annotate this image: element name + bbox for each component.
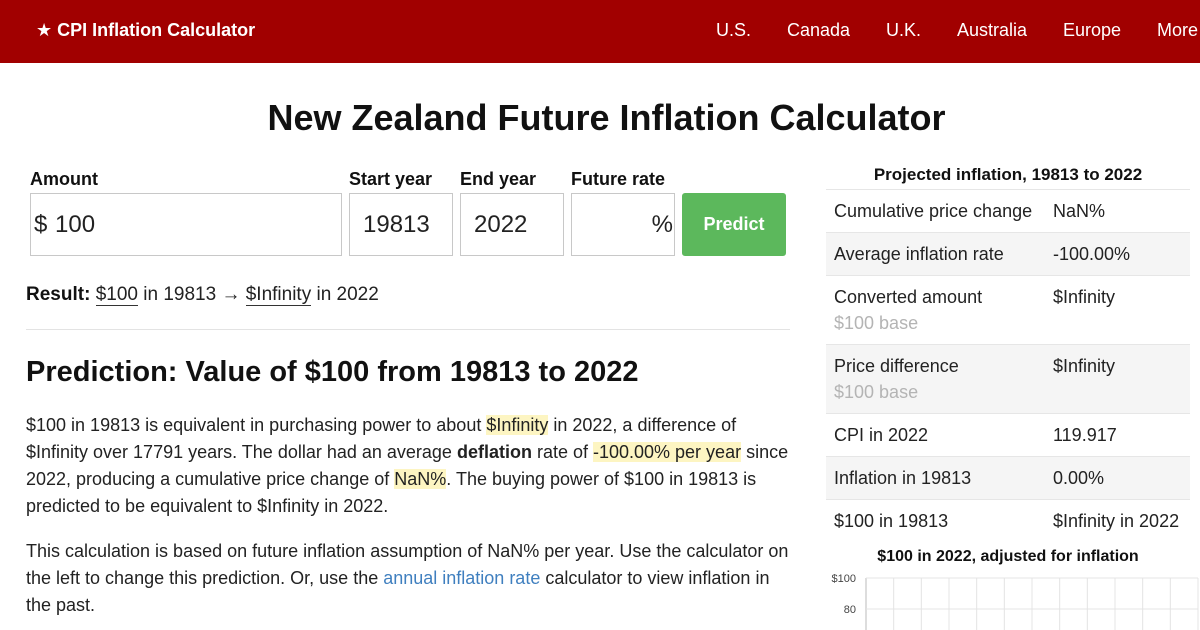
row-label-cell: Converted amount $100 base	[826, 275, 1045, 345]
result-start-year: in 19813	[143, 284, 217, 305]
result-converted-amount[interactable]: $Infinity	[245, 284, 312, 306]
p1-text-a: $100 in 19813 is equivalent in purchasin…	[26, 415, 487, 435]
p1-text-b: in 2022, a difference of $Infinity over …	[26, 415, 737, 462]
table-row: $100 in 19813 $Infinity in 2022	[826, 499, 1190, 542]
p2-text-a: This calculation is based on future infl…	[26, 541, 789, 588]
nav-australia[interactable]: Australia	[957, 20, 1028, 40]
row-label: Cumulative price change	[826, 189, 1045, 233]
top-navbar: ★ CPI Inflation Calculator U.S. Canada U…	[0, 0, 1200, 63]
result-line: Result: $100 in 19813 → $Infinity in 202…	[26, 284, 379, 306]
row-label: Price difference	[834, 356, 959, 376]
annual-inflation-rate-link[interactable]: annual inflation rate	[383, 568, 541, 588]
future-rate-label: Future rate	[571, 169, 666, 189]
table-row: Converted amount $100 base $Infinity	[826, 275, 1190, 345]
table-row: Price difference $100 base $Infinity	[826, 344, 1190, 414]
table-row: CPI in 2022 119.917	[826, 413, 1190, 457]
row-value: $Infinity	[1045, 275, 1190, 345]
row-sublabel: $100 base	[834, 382, 919, 402]
p1-highlight-converted: $Infinity	[486, 415, 549, 435]
row-label: Converted amount	[834, 287, 983, 307]
chart-y-ticks: $100 80	[832, 573, 856, 616]
inflation-chart: $100 80	[832, 573, 1199, 630]
p1-highlight-rate: -100.00% per year	[592, 442, 742, 462]
amount-label: Amount	[30, 169, 98, 189]
currency-symbol: $	[34, 211, 48, 238]
start-year-input[interactable]: 19813	[349, 193, 453, 256]
p1-text-e: . The buying power of $100 in 19813 is p…	[26, 469, 757, 516]
nav-more[interactable]: More	[1157, 20, 1199, 40]
chart-y-tick-label: 80	[844, 604, 856, 616]
chart-title: $100 in 2022, adjusted for inflation	[877, 548, 1139, 565]
row-label: Average inflation rate	[826, 232, 1045, 276]
row-label: $100 in 19813	[826, 499, 1045, 542]
p2-text-b: calculator to view inflation in the past…	[26, 568, 770, 615]
nav-uk[interactable]: U.K.	[886, 20, 922, 40]
prediction-paragraph: $100 in 19813 is equivalent in purchasin…	[26, 412, 798, 520]
result-end-year: in 2022	[316, 284, 379, 305]
row-sublabel: $100 base	[834, 313, 919, 333]
end-year-value: 2022	[474, 211, 528, 238]
row-value: $Infinity in 2022	[1045, 499, 1190, 542]
row-value: 0.00%	[1045, 456, 1190, 500]
row-value: -100.00%	[1045, 232, 1190, 276]
result-start-amount[interactable]: $100	[95, 284, 138, 306]
sidebar-title: Projected inflation, 19813 to 2022	[873, 165, 1143, 184]
chart-y-tick-label: $100	[832, 573, 856, 585]
row-value: NaN%	[1045, 189, 1190, 233]
start-year-value: 19813	[363, 211, 430, 238]
assumption-paragraph: This calculation is based on future infl…	[26, 538, 798, 619]
amount-value: 100	[55, 211, 96, 238]
predict-button[interactable]: Predict	[682, 193, 786, 256]
start-year-label: Start year	[349, 169, 433, 189]
p1-bold-deflation: deflation	[456, 442, 532, 462]
brand-logo[interactable]: ★ CPI Inflation Calculator	[36, 20, 256, 40]
end-year-label: End year	[460, 169, 537, 189]
divider	[26, 329, 790, 330]
row-value: $Infinity	[1045, 344, 1190, 414]
nav-europe[interactable]: Europe	[1063, 20, 1122, 40]
projection-table: Cumulative price change NaN% Average inf…	[826, 189, 1190, 542]
chart-grid	[865, 577, 1199, 630]
nav-us[interactable]: U.S.	[716, 20, 752, 40]
nav-canada[interactable]: Canada	[787, 20, 851, 40]
row-label: Inflation in 19813	[826, 456, 1045, 500]
page-title: New Zealand Future Inflation Calculator	[267, 97, 946, 138]
end-year-input[interactable]: 2022	[460, 193, 564, 256]
future-rate-input[interactable]: %	[571, 193, 675, 256]
table-row: Average inflation rate -100.00%	[826, 232, 1190, 276]
p1-text-d: since 2022, producing a cumulative price…	[26, 442, 789, 489]
arrow-icon: →	[221, 284, 241, 305]
row-label-cell: Price difference $100 base	[826, 344, 1045, 414]
main-nav: U.S. Canada U.K. Australia Europe More	[0, 20, 1200, 44]
row-value: 119.917	[1045, 413, 1190, 457]
result-label: Result:	[26, 284, 91, 305]
table-row: Cumulative price change NaN%	[826, 189, 1190, 233]
p1-highlight-cumulative: NaN%	[394, 469, 447, 489]
table-row: Inflation in 19813 0.00%	[826, 456, 1190, 500]
amount-input[interactable]: $ 100	[30, 193, 342, 256]
p1-text-c: rate of	[531, 442, 593, 462]
percent-symbol: %	[651, 211, 673, 238]
row-label: CPI in 2022	[826, 413, 1045, 457]
prediction-heading: Prediction: Value of $100 from 19813 to …	[26, 356, 639, 388]
